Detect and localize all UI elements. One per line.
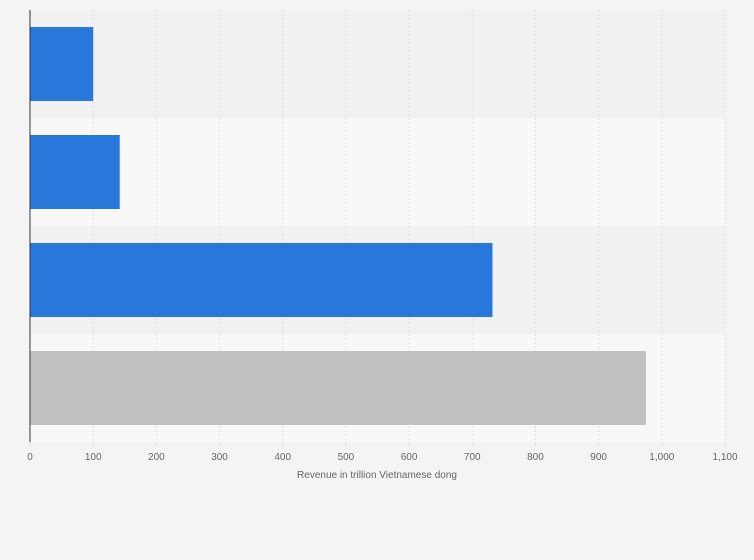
bar[interactable]: [30, 27, 94, 101]
category-band: [30, 10, 725, 118]
bar[interactable]: [30, 243, 493, 317]
x-tick-label: 200: [148, 452, 165, 463]
bar[interactable]: [30, 351, 647, 425]
x-tick-label: 100: [85, 452, 102, 463]
x-tick-label: 500: [338, 452, 355, 463]
bar[interactable]: [30, 135, 120, 209]
x-tick-label: 300: [211, 452, 228, 463]
x-tick-label: 1,000: [649, 452, 674, 463]
x-tick-label: 700: [464, 452, 481, 463]
x-tick-label: 900: [590, 452, 607, 463]
x-axis-title: Revenue in trillion Vietnamese dong: [297, 470, 457, 481]
bars: [30, 27, 647, 425]
x-tick-label: 800: [527, 452, 544, 463]
x-tick-label: 1,100: [712, 452, 737, 463]
x-tick-label: 400: [274, 452, 291, 463]
x-tick-label: 600: [401, 452, 418, 463]
category-band: [30, 118, 725, 226]
x-axis-ticks: 0 100 200 300 400 500 600 700 800 900 1,000 1,100: [27, 442, 738, 463]
x-tick-label: 0: [27, 452, 33, 463]
